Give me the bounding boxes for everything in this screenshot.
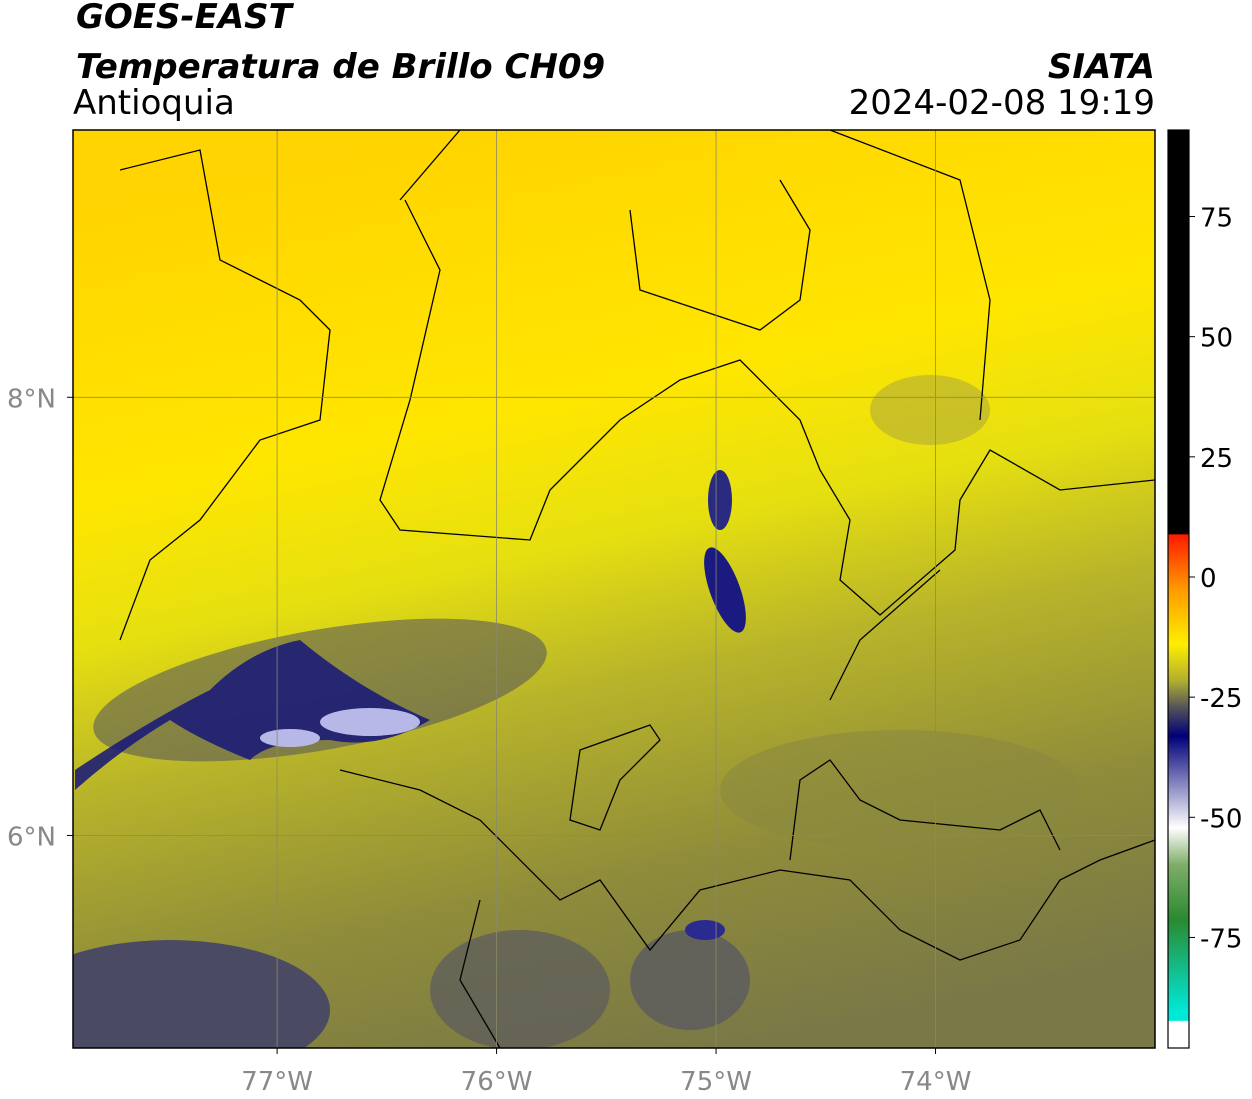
colorbar-tick-label: 25 bbox=[1200, 444, 1233, 474]
colorbar-tick-label: -50 bbox=[1200, 804, 1242, 834]
map-frame bbox=[72, 129, 1156, 1049]
colorbar-tick-label: -25 bbox=[1200, 684, 1242, 714]
colorbar-tick-label: 50 bbox=[1200, 324, 1233, 354]
satellite: GOES-EAST bbox=[76, 0, 295, 37]
colorbar-tick-label: -75 bbox=[1200, 924, 1242, 954]
region: Antioquia bbox=[73, 83, 235, 123]
colorbar bbox=[1167, 129, 1190, 1049]
y-tick-label: 6°N bbox=[7, 822, 56, 852]
y-tick-label: 8°N bbox=[7, 384, 56, 414]
x-tick-label: 74°W bbox=[900, 1067, 972, 1097]
source: SIATA bbox=[1048, 47, 1155, 87]
x-tick-label: 75°W bbox=[680, 1067, 752, 1097]
product: Temperatura de Brillo CH09 bbox=[76, 47, 605, 87]
map-imagery bbox=[73, 130, 1155, 1048]
datetime: 2024-02-08 19:19 bbox=[849, 83, 1155, 123]
colorbar-tick-label: 75 bbox=[1200, 204, 1233, 234]
x-tick-label: 76°W bbox=[461, 1067, 533, 1097]
x-tick-label: 77°W bbox=[241, 1067, 313, 1097]
colorbar-tick-label: 0 bbox=[1200, 564, 1217, 594]
